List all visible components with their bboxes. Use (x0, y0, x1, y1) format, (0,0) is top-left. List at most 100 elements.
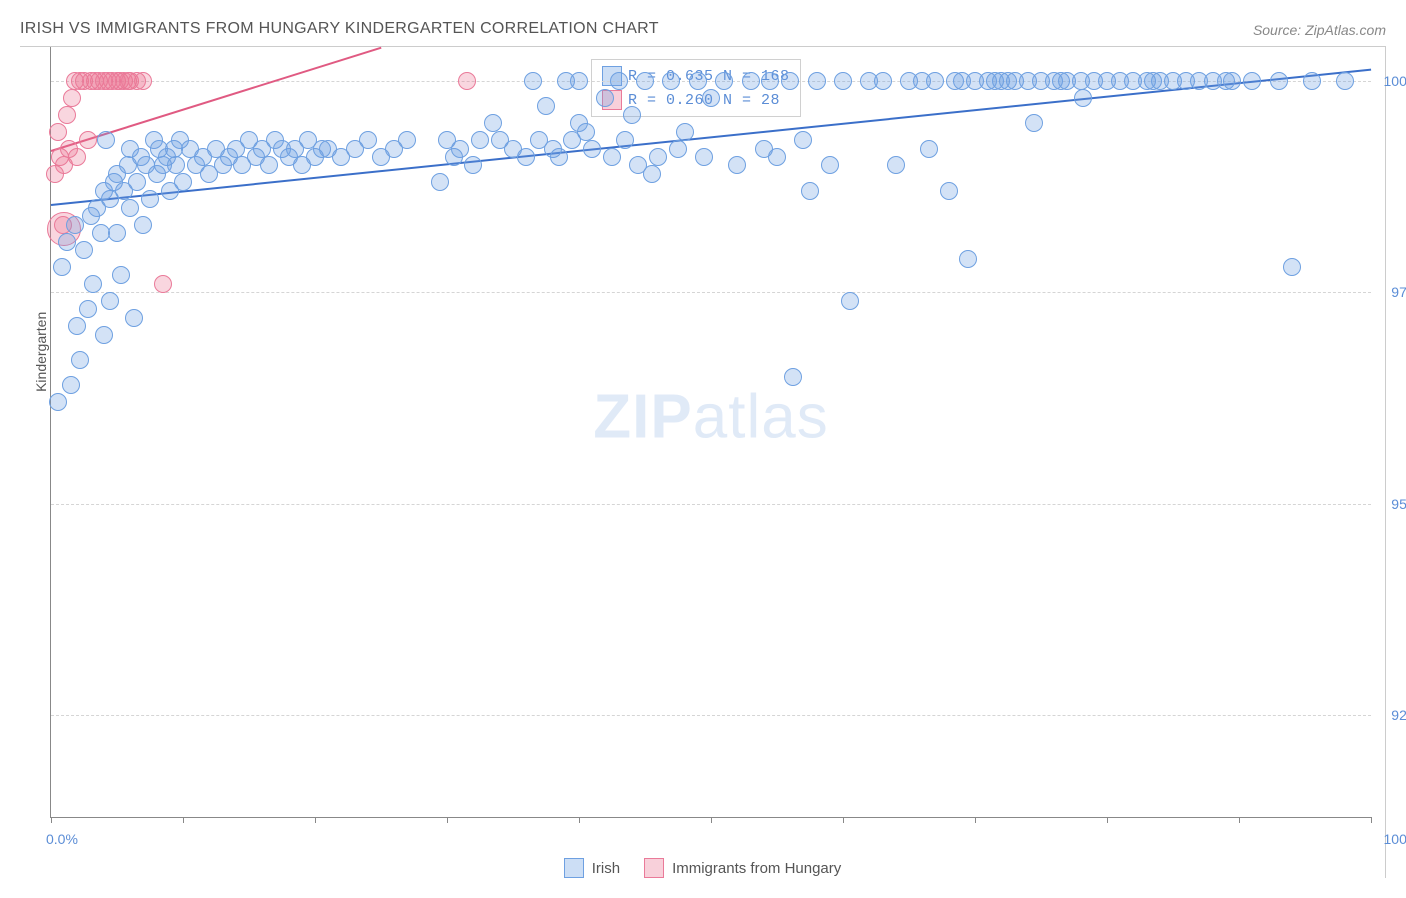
irish-point (530, 131, 548, 149)
irish-point (563, 131, 581, 149)
irish-point (359, 131, 377, 149)
x-axis-max-label: 100.0% (1384, 831, 1406, 847)
irish-point (84, 275, 102, 293)
x-tick (711, 817, 712, 823)
irish-point (603, 148, 621, 166)
gridline (51, 715, 1371, 716)
hungary-point (55, 156, 73, 174)
irish-point (150, 140, 168, 158)
x-tick (1239, 817, 1240, 823)
irish-point (794, 131, 812, 149)
hungary-point (46, 165, 64, 183)
irish-point (649, 148, 667, 166)
irish-point (207, 140, 225, 158)
irish-point (128, 173, 146, 191)
irish-point (247, 148, 265, 166)
irish-point (108, 224, 126, 242)
irish-point (148, 165, 166, 183)
irish-point (537, 97, 555, 115)
irish-point (95, 326, 113, 344)
legend-label: Irish (592, 860, 620, 877)
chart-title: IRISH VS IMMIGRANTS FROM HUNGARY KINDERG… (20, 20, 659, 38)
irish-point (167, 156, 185, 174)
irish-point (112, 266, 130, 284)
irish-point (101, 292, 119, 310)
irish-point (471, 131, 489, 149)
source-credit: Source: ZipAtlas.com (1253, 22, 1386, 38)
irish-point (66, 216, 84, 234)
irish-point (695, 148, 713, 166)
irish-point (293, 156, 311, 174)
irish-point (431, 173, 449, 191)
legend-label: Immigrants from Hungary (672, 860, 841, 877)
x-tick (579, 817, 580, 823)
correlation-legend: R = 0.635 N = 168R = 0.260 N = 28 (591, 59, 801, 117)
irish-point (53, 258, 71, 276)
irish-point (214, 156, 232, 174)
irish-point (643, 165, 661, 183)
legend-swatch (602, 66, 622, 86)
irish-point (438, 131, 456, 149)
irish-point (134, 216, 152, 234)
legend-swatch (602, 90, 622, 110)
irish-point (1283, 258, 1301, 276)
irish-point (280, 148, 298, 166)
irish-point (121, 140, 139, 158)
y-tick-label: 97.5% (1376, 284, 1406, 300)
irish-point (105, 173, 123, 191)
plot-area: Kindergarten ZIPatlas R = 0.635 N = 168R… (50, 47, 1371, 818)
hungary-trendline (51, 47, 382, 152)
irish-point (577, 123, 595, 141)
irish-point (82, 207, 100, 225)
irish-point (260, 156, 278, 174)
irish-point (959, 250, 977, 268)
x-tick (183, 817, 184, 823)
watermark-light: atlas (693, 382, 829, 451)
watermark-bold: ZIP (593, 382, 692, 451)
series-legend-item: Irish (564, 858, 620, 878)
irish-point (920, 140, 938, 158)
irish-point (125, 309, 143, 327)
irish-point (158, 148, 176, 166)
irish-point (194, 148, 212, 166)
gridline (51, 292, 1371, 293)
irish-point (319, 140, 337, 158)
legend-row: R = 0.635 N = 168 (602, 64, 790, 88)
irish-point (398, 131, 416, 149)
irish-point (504, 140, 522, 158)
irish-point (313, 140, 331, 158)
irish-point (154, 156, 172, 174)
irish-point (240, 131, 258, 149)
irish-point (1025, 114, 1043, 132)
hungary-point (54, 216, 72, 234)
irish-point (132, 148, 150, 166)
irish-point (728, 156, 746, 174)
legend-text: R = 0.635 N = 168 (628, 68, 790, 85)
irish-point (119, 156, 137, 174)
irish-point (346, 140, 364, 158)
hungary-point (58, 106, 76, 124)
hungary-point (154, 275, 172, 293)
irish-point (171, 131, 189, 149)
x-tick (51, 817, 52, 823)
irish-point (200, 165, 218, 183)
legend-swatch (644, 858, 664, 878)
irish-point (451, 140, 469, 158)
irish-point (491, 131, 509, 149)
irish-point (62, 376, 80, 394)
irish-point (233, 156, 251, 174)
irish-point (768, 148, 786, 166)
irish-point (220, 148, 238, 166)
hungary-point (68, 148, 86, 166)
chart-container: Kindergarten ZIPatlas R = 0.635 N = 168R… (20, 46, 1386, 878)
series-legend: Irish Immigrants from Hungary (20, 858, 1385, 878)
watermark: ZIPatlas (593, 381, 828, 452)
irish-point (273, 140, 291, 158)
irish-point (570, 114, 588, 132)
x-tick (843, 817, 844, 823)
y-axis-label: Kindergarten (33, 312, 49, 392)
x-axis-min-label: 0.0% (46, 831, 78, 847)
irish-point (484, 114, 502, 132)
hungary-point (63, 89, 81, 107)
irish-point (629, 156, 647, 174)
